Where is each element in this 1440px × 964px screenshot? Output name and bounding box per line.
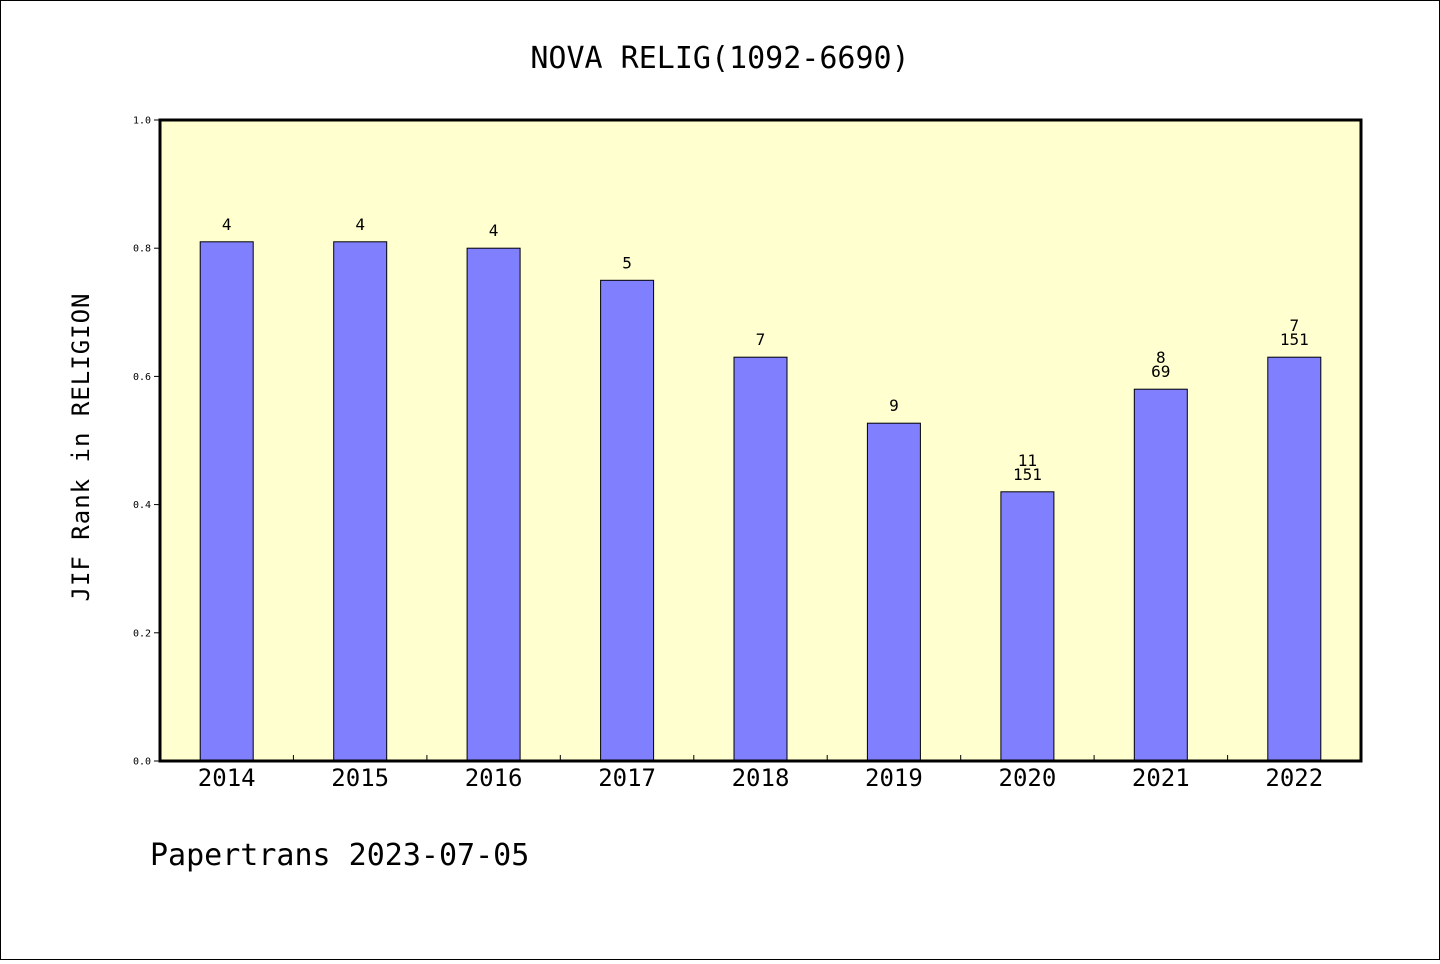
bar-2021	[1133, 388, 1188, 762]
bar-2015	[333, 241, 388, 762]
bar-2018	[733, 356, 788, 762]
x-tick-label-2020: 2020	[999, 764, 1057, 792]
bar-2017	[600, 279, 655, 762]
data-label-2018-1: 7	[756, 330, 766, 349]
data-label-2021-2: 69	[1151, 362, 1170, 381]
y-tick-label-1.0: 1.0	[133, 116, 151, 127]
data-label-2022-1: 7	[1289, 316, 1299, 335]
bar-2020	[1000, 491, 1055, 762]
y-tick-label-0.6: 0.6	[133, 372, 151, 383]
data-label-2016-1: 4	[489, 221, 499, 240]
data-label-2021-1: 8	[1156, 348, 1166, 367]
chart-title: NOVA RELIG(1092-6690)	[530, 41, 909, 76]
data-label-2015-1: 4	[355, 215, 365, 234]
y-tick-label-0.0: 0.0	[133, 757, 151, 768]
data-label-2020-2: 151	[1013, 465, 1042, 484]
x-tick-label-2015: 2015	[331, 764, 389, 792]
y-tick-label-0.8: 0.8	[133, 244, 151, 255]
bars-group	[199, 241, 1322, 762]
y-axis-label: JIF Rank in RELIGION	[67, 293, 95, 602]
data-label-2020-1: 11	[1018, 451, 1037, 470]
x-tick-label-2016: 2016	[465, 764, 523, 792]
x-tick-label-2017: 2017	[598, 764, 656, 792]
x-tick-label-2018: 2018	[732, 764, 790, 792]
bar-2019	[866, 422, 921, 762]
plot-border	[158, 118, 1363, 763]
x-tick-label-2022: 2022	[1265, 764, 1323, 792]
x-tick-label-2019: 2019	[865, 764, 923, 792]
y-tick-label-0.2: 0.2	[133, 628, 151, 639]
bar-2014	[199, 241, 254, 762]
bar-2022	[1267, 356, 1322, 762]
y-tick-label-0.4: 0.4	[133, 500, 151, 511]
bar-2016	[466, 247, 521, 762]
data-label-2017-1: 5	[622, 253, 632, 272]
data-label-2014-1: 4	[222, 215, 232, 234]
x-tick-label-2014: 2014	[198, 764, 256, 792]
y-axis: 0.0 0.2 0.4 0.6 0.8 1.0	[133, 116, 160, 768]
data-label-2019-1: 9	[889, 396, 899, 415]
x-tick-label-2021: 2021	[1132, 764, 1190, 792]
x-axis: 2014 2015 2016 2017 2018 2019 2020 2021 2022	[198, 755, 1323, 792]
footer-text: Papertrans 2023-07-05	[150, 838, 529, 873]
data-label-2022-2: 151	[1280, 330, 1309, 349]
